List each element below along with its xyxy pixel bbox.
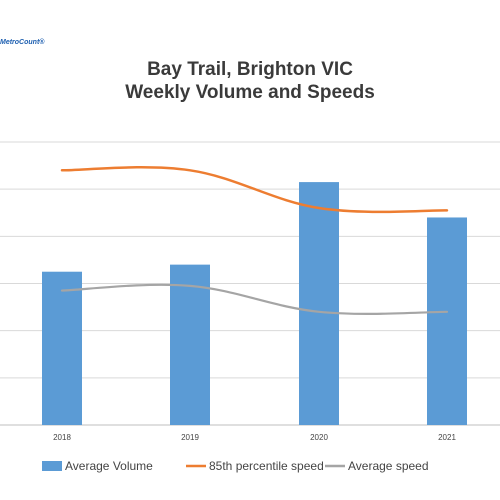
x-tick-label: 2021 [438,433,456,442]
legend-label-85th-percentile-speed: 85th percentile speed [209,459,324,473]
bar-average-volume [170,264,210,425]
bar-average-volume [42,271,82,425]
line-average-speed [60,283,449,315]
legend-label-average-speed: Average speed [348,459,429,473]
chart-title-line-2: Weekly Volume and Speeds [125,82,375,103]
metrocount-logo: MetroCount® [0,39,45,46]
x-tick-label: 2019 [181,433,199,442]
x-tick-label: 2020 [310,433,328,442]
legend-swatch-average-volume [42,461,62,471]
chart-title: Bay Trail, Brighton VIC Weekly Volume an… [0,58,500,104]
chart-title-line-1: Bay Trail, Brighton VIC [147,59,353,80]
bar-average-volume [427,217,467,425]
line-85th-percentile-speed [60,166,449,214]
legend-label-average-volume: Average Volume [65,459,153,473]
bar-average-volume [299,182,339,425]
x-tick-label: 2018 [53,433,71,442]
